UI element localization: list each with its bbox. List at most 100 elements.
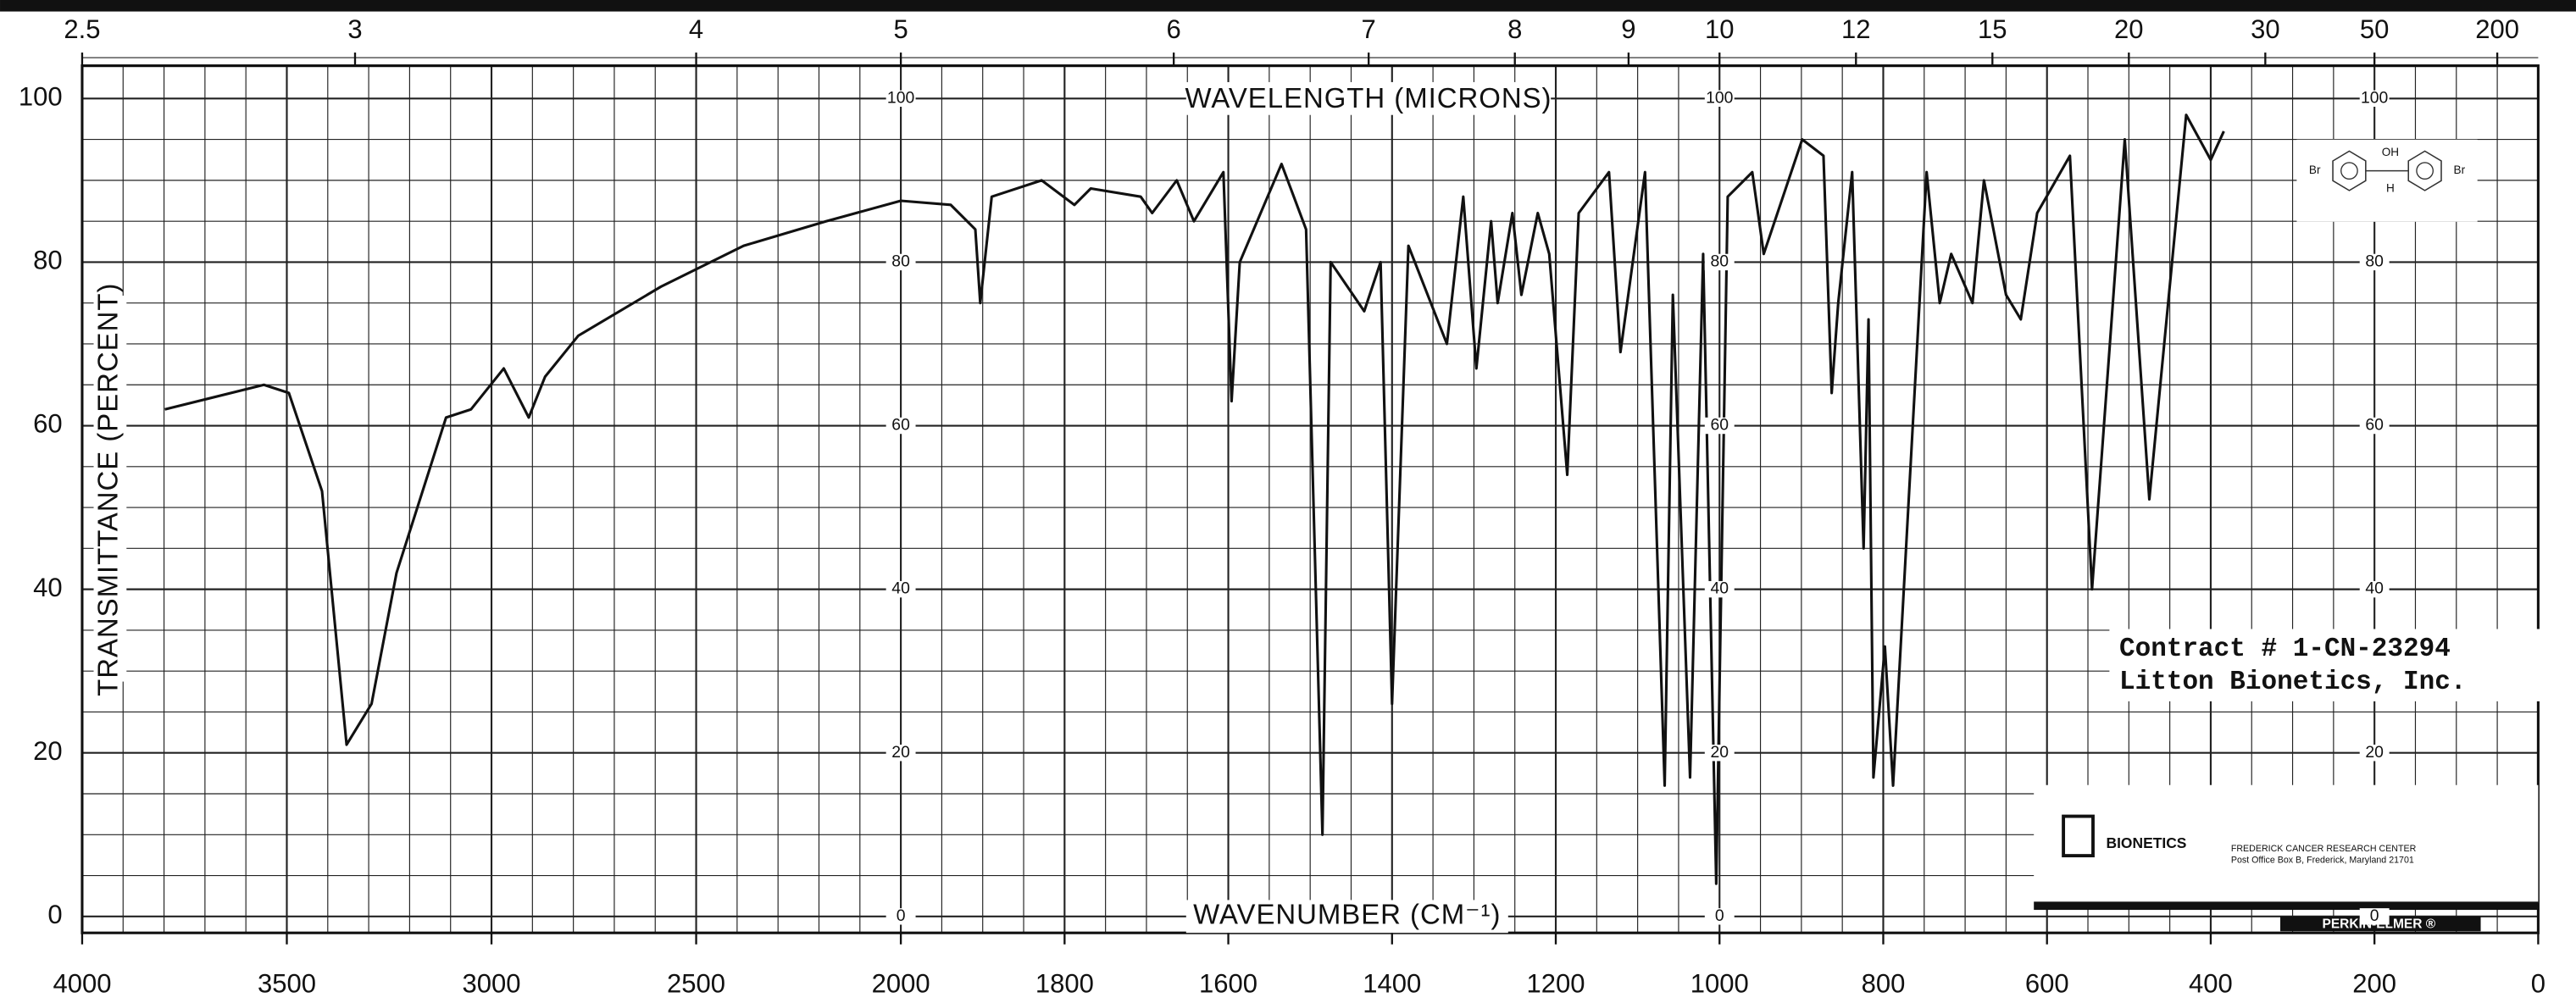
x-tick-label: 1400: [1363, 968, 1421, 998]
y-tick-label: 0: [47, 900, 62, 929]
inner-y-label: 40: [891, 579, 910, 598]
x2-tick-label: 5: [893, 14, 908, 44]
structure-bg: [2296, 139, 2478, 222]
inner-label-bg: [1704, 908, 1735, 925]
x-tick-label: 3500: [258, 968, 316, 998]
x2-tick-label: 9: [1621, 14, 1635, 44]
x2-tick-label: 20: [2114, 14, 2144, 44]
inner-label-bg: [1704, 253, 1735, 271]
ring-circle: [2416, 162, 2434, 180]
x2-tick-label: 2.5: [64, 14, 100, 44]
inner-label-bg: [2359, 908, 2390, 925]
inner-y-label: 60: [891, 416, 910, 435]
inner-y-label: 80: [891, 252, 910, 271]
x2-tick-label: 12: [1841, 14, 1871, 44]
x2-axis-title: WAVELENGTH (MICRONS): [1185, 82, 1552, 114]
x2-tick-label: 4: [689, 14, 703, 44]
inner-y-label: 0: [2370, 906, 2379, 925]
x-tick-label: 800: [1862, 968, 1906, 998]
structure-label: Br: [2454, 163, 2466, 176]
annotation: Contract # 1-CN-23294: [2119, 634, 2451, 664]
x2-tick-label: 3: [347, 14, 362, 44]
x-tick-label: 1000: [1690, 968, 1749, 998]
stamp: BIONETICS FREDERICK CANCER RESEARCH CENT…: [2034, 784, 2539, 932]
x-tick-label: 1200: [1527, 968, 1585, 998]
x2-tick-label: 8: [1507, 14, 1522, 44]
x2-tick-label: 200: [2475, 14, 2519, 44]
inner-label-bg: [886, 253, 916, 271]
inner-label-bg: [886, 908, 916, 925]
inner-y-label: 100: [1706, 88, 1734, 107]
y-tick-label: 100: [19, 82, 63, 112]
inner-label-bg: [1704, 745, 1735, 762]
x-tick-label: 4000: [53, 968, 111, 998]
inner-y-label: 40: [2365, 579, 2384, 598]
inner-y-label: 100: [887, 88, 915, 107]
inner-y-label: 20: [891, 743, 910, 762]
top-band: [0, 0, 2576, 12]
stamp-logo: [2062, 814, 2095, 858]
inner-label-bg: [2359, 253, 2390, 271]
marks: [164, 114, 2225, 885]
x2-tick-label: 30: [2251, 14, 2280, 44]
x-tick-label: 400: [2189, 968, 2233, 998]
y-tick-label: 60: [33, 409, 63, 439]
inner-y-label: 80: [1710, 252, 1729, 271]
x-label-bg: [1185, 900, 1508, 934]
spectrum-line: [164, 114, 2225, 885]
inner-label-bg: [1704, 580, 1735, 598]
x-tick-label: 2500: [667, 968, 725, 998]
y-tick-label: 20: [33, 736, 63, 766]
y-label-bg: [93, 295, 127, 682]
inner-y-label: 60: [2365, 416, 2384, 435]
y-tick-label: 40: [33, 573, 63, 602]
x-tick-label: 3000: [463, 968, 521, 998]
inner-label-bg: [2359, 580, 2390, 598]
y-tick-label: 80: [33, 246, 63, 275]
x-axis-title: WAVENUMBER (CM⁻¹): [1193, 899, 1501, 930]
inner-y-label: 100: [2361, 88, 2389, 107]
stamp-bar: [2034, 901, 2539, 911]
inner-y-label: 40: [1710, 579, 1729, 598]
ring-circle: [2340, 162, 2358, 180]
inner-label-bg: [2359, 417, 2390, 435]
x-tick-label: 1800: [1035, 968, 1094, 998]
ring: [2332, 150, 2367, 191]
x-tick-label: 2000: [872, 968, 930, 998]
x2-tick-label: 6: [1167, 14, 1181, 44]
inner-y-label: 20: [2365, 743, 2384, 762]
structure-label: Br: [2309, 163, 2321, 176]
x-tick-label: 600: [2025, 968, 2069, 998]
stamp-center: FREDERICK CANCER RESEARCH CENTER: [2231, 844, 2417, 854]
structure: Br OH H Br: [2296, 139, 2478, 222]
stamp-address: Post Office Box B, Frederick, Maryland 2…: [2231, 856, 2414, 866]
inner-label-bg: [886, 90, 916, 108]
inner-label-bg: [2359, 745, 2390, 762]
annotation-bg: [2109, 629, 2540, 701]
inner-y-label: 0: [897, 906, 906, 925]
inner-label-bg: [1704, 417, 1735, 435]
structure-label: OH: [2382, 146, 2399, 158]
annotation: Litton Bionetics, Inc.: [2119, 668, 2466, 697]
x2-tick-label: 10: [1705, 14, 1735, 44]
inner-label-bg: [1704, 90, 1735, 108]
x-tick-label: 200: [2352, 968, 2396, 998]
x2-tick-label: 15: [1978, 14, 2007, 44]
inner-y-label: 80: [2365, 252, 2384, 271]
inner-y-label: 0: [1715, 906, 1724, 925]
inner-y-label: 60: [1710, 416, 1729, 435]
inner-label-bg: [886, 580, 916, 598]
y-axis-title: TRANSMITTANCE (PERCENT): [92, 283, 124, 696]
inner-label-bg: [2359, 90, 2390, 108]
x2-label-bg: [1185, 81, 1552, 115]
stamp-brand: BIONETICS: [2107, 834, 2187, 851]
x2-tick-label: 7: [1362, 14, 1376, 44]
x-tick-label: 0: [2531, 968, 2545, 998]
x2-tick-label: 50: [2360, 14, 2390, 44]
inner-label-bg: [886, 417, 916, 435]
x-tick-label: 1600: [1199, 968, 1257, 998]
structure-label: H: [2386, 182, 2395, 195]
inner-label-bg: [886, 745, 916, 762]
stamp-bg: [2034, 784, 2539, 904]
